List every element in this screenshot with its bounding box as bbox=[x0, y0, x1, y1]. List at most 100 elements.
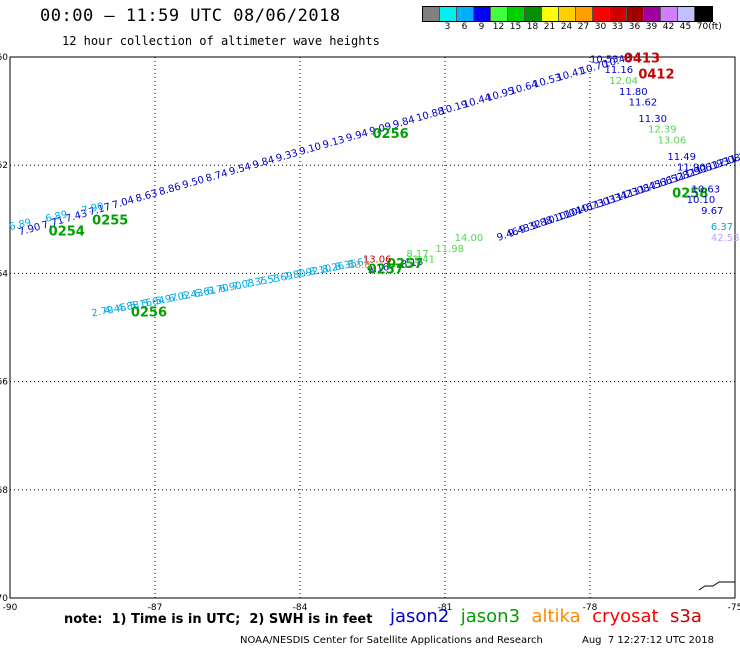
lon-tick-label: -84 bbox=[293, 603, 308, 613]
swh-value: 11.98 bbox=[435, 244, 464, 255]
swh-value: 11.30 bbox=[638, 114, 667, 125]
pass-number-label: 0413 bbox=[624, 51, 660, 66]
satellite-altika: altika bbox=[531, 606, 593, 627]
pass-number-label: 0257 bbox=[368, 262, 404, 277]
swh-value: 8.26 bbox=[321, 261, 345, 276]
legend-swatch bbox=[593, 7, 610, 21]
swh-value: 11.49 bbox=[667, 152, 696, 163]
swh-value: 7.04 bbox=[111, 195, 135, 212]
swh-value: 8.61 bbox=[347, 256, 371, 271]
pass-number-label: 0255 bbox=[92, 214, 128, 229]
satellite-jason2: jason2 bbox=[390, 606, 461, 627]
legend-label: 21 bbox=[543, 22, 556, 32]
swh-value: 9.10 bbox=[298, 141, 322, 158]
legend-swatch bbox=[440, 7, 457, 21]
swh-value: 12.39 bbox=[648, 125, 677, 136]
swh-value: 9.16 bbox=[366, 262, 390, 276]
swh-value: 8.17 bbox=[406, 249, 428, 260]
lat-tick-label: -60 bbox=[0, 53, 8, 63]
legend-swatch bbox=[423, 7, 440, 21]
legend-swatch bbox=[695, 7, 712, 21]
legend-swatch bbox=[661, 7, 678, 21]
header-title: 00:00 – 11:59 UTC 08/06/2018 bbox=[40, 6, 341, 26]
swh-value: 6.89 bbox=[8, 217, 32, 233]
satellite-cryosat: cryosat bbox=[592, 606, 671, 627]
lon-tick-label: -90 bbox=[3, 603, 18, 613]
legend-swatch bbox=[457, 7, 474, 21]
legend-label: 39 bbox=[645, 22, 658, 32]
swh-value: 6.70 bbox=[206, 283, 230, 298]
swh-value: 9.94 bbox=[345, 128, 369, 145]
lat-tick-label: -66 bbox=[0, 378, 8, 388]
swh-value: 6.61 bbox=[193, 285, 217, 300]
swh-value: 9.33 bbox=[275, 148, 299, 165]
swh-value: 5.64 bbox=[142, 295, 166, 310]
legend-label: 15 bbox=[509, 22, 522, 32]
swh-value: 6.90 bbox=[219, 280, 243, 295]
swh-value: 8.35 bbox=[334, 258, 358, 273]
lon-tick-label: -78 bbox=[583, 603, 598, 613]
swh-value: 8.74 bbox=[205, 168, 229, 185]
lon-tick-label: -87 bbox=[148, 603, 163, 613]
lat-tick-label: -64 bbox=[0, 269, 8, 279]
swh-value: 6.89 bbox=[45, 209, 69, 225]
pass-number-label: 0256 bbox=[373, 127, 409, 142]
footnote: note: 1) Time is in UTC; 2) SWH is in fe… bbox=[64, 612, 373, 627]
swh-value: 4.45 bbox=[103, 302, 127, 317]
pass-number-label: 0258 bbox=[672, 187, 708, 202]
swh-value: 6.37 bbox=[711, 222, 733, 233]
swh-value: 7.92 bbox=[296, 266, 320, 281]
legend-label: 33 bbox=[611, 22, 624, 32]
satellite-jason3: jason3 bbox=[460, 606, 532, 627]
legend-label: 42 bbox=[662, 22, 675, 32]
lon-tick-label: -81 bbox=[438, 603, 453, 613]
legend-swatch bbox=[542, 7, 559, 21]
legend-label: 9 bbox=[478, 22, 485, 32]
swh-value: 13.06 bbox=[363, 255, 392, 266]
legend-swatch bbox=[610, 7, 627, 21]
satellite-legend: jason2 jason3 altika cryosat s3a bbox=[390, 606, 702, 627]
swh-value: 5.97 bbox=[155, 292, 179, 307]
swh-value: 13.8 bbox=[348, 260, 370, 271]
legend-label: 27 bbox=[577, 22, 590, 32]
swh-value: 4.88 bbox=[116, 300, 140, 315]
swh-value: 8.18 bbox=[400, 257, 424, 271]
swh-value: 11.80 bbox=[619, 87, 648, 98]
swh-value: 6.02 bbox=[168, 290, 192, 305]
swh-value: 11.16 bbox=[605, 65, 634, 76]
swh-value: 7.53 bbox=[257, 273, 281, 288]
legend-swatch bbox=[491, 7, 508, 21]
swh-value: 11.90 bbox=[677, 163, 706, 174]
swh-value: 7.80 bbox=[283, 268, 307, 283]
swh-value: 9.54 bbox=[228, 161, 252, 178]
legend-label: 12 bbox=[492, 22, 505, 32]
legend-swatch bbox=[576, 7, 593, 21]
swh-value: 9.13 bbox=[322, 134, 346, 151]
swh-value: 2.79 bbox=[91, 305, 115, 320]
swh-value: 5.16 bbox=[129, 297, 153, 312]
lat-tick-label: -70 bbox=[0, 594, 8, 604]
satellite-s3a: s3a bbox=[670, 606, 702, 627]
swh-value: 9.50 bbox=[181, 175, 205, 192]
legend-label: 3 bbox=[444, 22, 451, 32]
swh-value: 13.06 bbox=[658, 136, 687, 147]
legend-swatch bbox=[678, 7, 695, 21]
swh-value: 42.53 bbox=[711, 233, 740, 244]
legend-label: 70 bbox=[696, 22, 709, 32]
lat-tick-label: -68 bbox=[0, 486, 8, 496]
swh-value: 14.00 bbox=[455, 233, 484, 244]
legend-label: 30 bbox=[594, 22, 607, 32]
swh-value: 10.63 bbox=[692, 184, 721, 195]
credit-text: NOAA/NESDIS Center for Satellite Applica… bbox=[240, 635, 543, 646]
swh-value: 7.90 bbox=[81, 201, 105, 217]
coastline bbox=[698, 581, 735, 591]
swh-value: 7.03 bbox=[232, 278, 256, 293]
swh-value: 7.69 bbox=[270, 271, 294, 286]
legend-swatch bbox=[525, 7, 542, 21]
legend-swatch bbox=[627, 7, 644, 21]
swh-value: 9.84 bbox=[251, 155, 275, 172]
swh-value: 11.62 bbox=[629, 98, 658, 109]
header-subtitle: 12 hour collection of altimeter wave hei… bbox=[62, 34, 380, 48]
swh-value: 8.63 bbox=[134, 188, 158, 205]
